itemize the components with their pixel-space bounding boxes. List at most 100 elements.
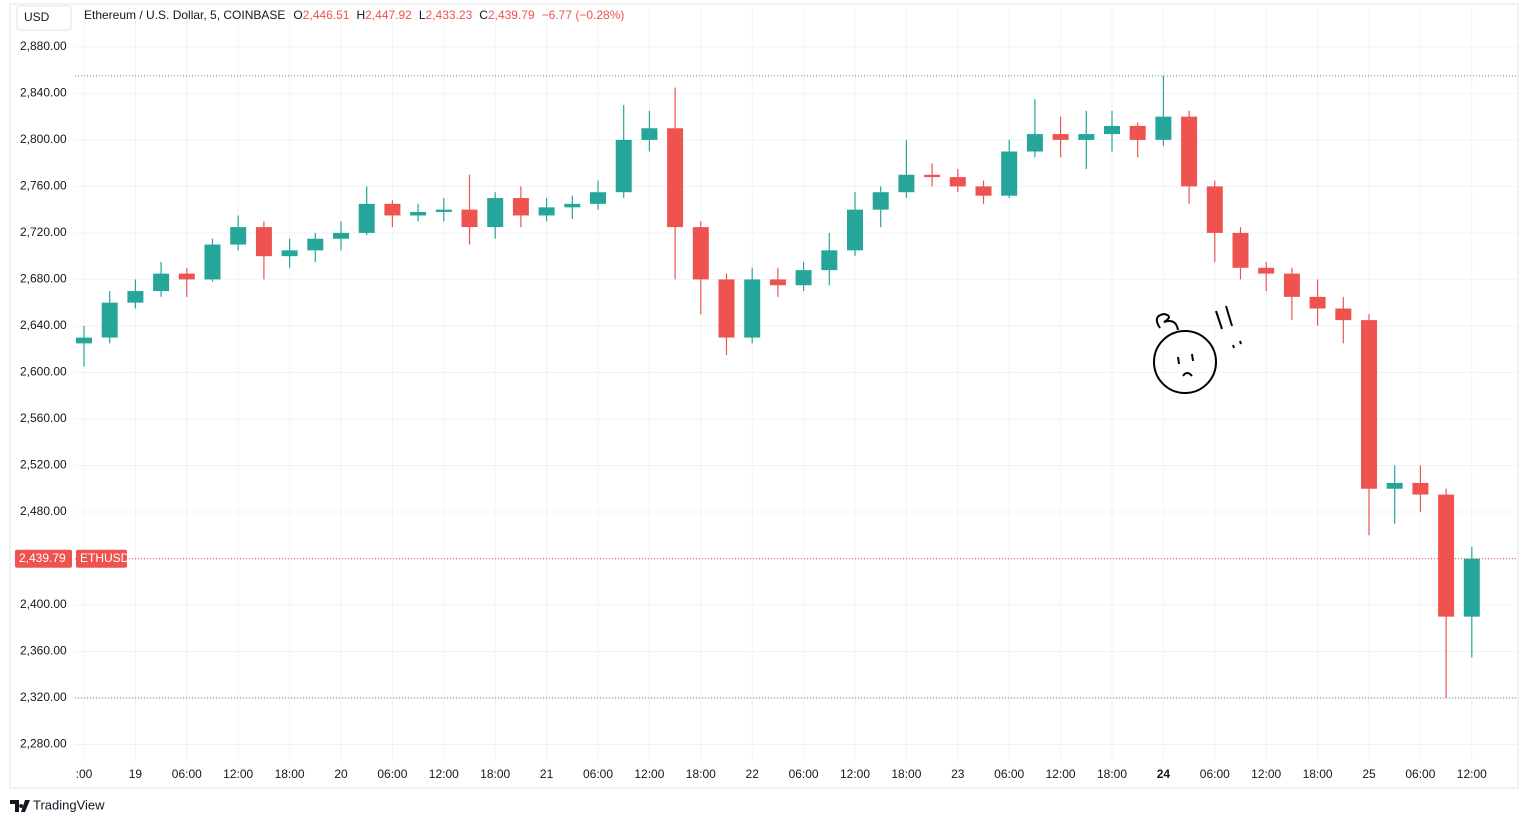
x-tick-label: 18:00 bbox=[1097, 767, 1127, 781]
x-tick-label: 18:00 bbox=[480, 767, 510, 781]
candle-body bbox=[692, 227, 709, 280]
candle-body bbox=[615, 139, 632, 193]
x-tick-label: 12:00 bbox=[840, 767, 870, 781]
doodle bbox=[1153, 305, 1242, 394]
y-tick-label: 2,680.00 bbox=[20, 272, 67, 286]
candle-body bbox=[204, 244, 221, 280]
candle-body bbox=[1463, 558, 1480, 617]
symbol-title: Ethereum / U.S. Dollar, 5, COINBASE bbox=[84, 8, 285, 22]
candle-body bbox=[821, 250, 838, 271]
candle-body bbox=[255, 227, 272, 257]
candle-body bbox=[538, 207, 555, 216]
x-tick-label: 12:00 bbox=[429, 767, 459, 781]
price-badge bbox=[15, 549, 72, 568]
x-tick-label: 18:00 bbox=[686, 767, 716, 781]
candle-body bbox=[769, 279, 786, 286]
x-tick-label: 25 bbox=[1362, 767, 1376, 781]
x-tick-label: 18:00 bbox=[1303, 767, 1333, 781]
y-tick-label: 2,280.00 bbox=[20, 737, 67, 751]
currency[interactable]: USD bbox=[24, 10, 50, 24]
candle-body bbox=[333, 232, 349, 239]
x-tick-label: 12:00 bbox=[634, 767, 664, 781]
y-tick-label: 2,840.00 bbox=[20, 86, 67, 100]
candle-body bbox=[641, 128, 658, 140]
candle-body bbox=[1104, 125, 1120, 135]
candle-body bbox=[1309, 296, 1326, 309]
symbol-badge bbox=[76, 549, 127, 568]
y-tick-label: 2,720.00 bbox=[20, 225, 67, 239]
y-tick-label: 2,800.00 bbox=[20, 132, 67, 146]
x-tick-label: 12:00 bbox=[223, 767, 253, 781]
candle-body bbox=[847, 209, 863, 251]
candle-body bbox=[153, 273, 170, 292]
plot bbox=[75, 75, 1518, 699]
x-tick-label: 12:00 bbox=[1457, 767, 1487, 781]
candle-body bbox=[1206, 186, 1223, 233]
candle-body bbox=[358, 203, 375, 233]
candle-body bbox=[127, 291, 144, 303]
symbol-label: ETHUSD bbox=[80, 551, 130, 565]
x-tick-label: 06:00 bbox=[172, 767, 202, 781]
candle-body bbox=[410, 211, 427, 216]
legend-value: 2,446.51 bbox=[303, 8, 350, 22]
y-tick-label: 2,880.00 bbox=[20, 39, 67, 53]
candle-body bbox=[1335, 308, 1352, 321]
candle-body bbox=[1001, 151, 1018, 196]
candle-body bbox=[1232, 232, 1249, 268]
candle-body bbox=[230, 227, 247, 245]
y-tick-label: 2,480.00 bbox=[20, 504, 67, 518]
legend-value: 2,439.79 bbox=[488, 8, 535, 22]
candle-body bbox=[461, 209, 478, 228]
last-price-label: 2,439.79 bbox=[19, 551, 66, 565]
candle-body bbox=[1181, 116, 1198, 187]
candle-body bbox=[281, 250, 298, 257]
legend-key: O bbox=[293, 8, 302, 22]
candle-body bbox=[1258, 267, 1275, 274]
y-tick-label: 2,360.00 bbox=[20, 644, 67, 658]
candle-body bbox=[898, 174, 915, 193]
candle-body bbox=[1052, 134, 1069, 140]
currency-button[interactable] bbox=[16, 5, 72, 31]
y-tick-label: 2,560.00 bbox=[20, 411, 67, 425]
candle-body bbox=[1283, 273, 1300, 297]
x-tick-label: 18:00 bbox=[891, 767, 921, 781]
candle-body bbox=[1155, 116, 1172, 140]
legend-value: 2,447.92 bbox=[365, 8, 412, 22]
candle-body bbox=[718, 279, 735, 338]
x-tick-label: 06:00 bbox=[789, 767, 819, 781]
y-tick-label: 2,400.00 bbox=[20, 597, 67, 611]
y-tick-label: 2,600.00 bbox=[20, 365, 67, 379]
x-tick-label: 21 bbox=[540, 767, 554, 781]
change: −6.77 (−0.28%) bbox=[542, 8, 625, 22]
candle-body bbox=[1438, 494, 1455, 617]
x-tick-label: 20 bbox=[334, 767, 348, 781]
x-tick-label: 12:00 bbox=[1251, 767, 1281, 781]
watermark: TradingView bbox=[10, 797, 105, 812]
candle-body bbox=[1129, 125, 1146, 140]
candle-body bbox=[76, 337, 92, 344]
x-tick-label: 06:00 bbox=[994, 767, 1024, 781]
grid bbox=[75, 5, 1518, 762]
candle-body bbox=[1412, 482, 1429, 495]
x-tick-label: 18:00 bbox=[275, 767, 305, 781]
x-tick-label: 06:00 bbox=[583, 767, 613, 781]
candle-body bbox=[384, 203, 401, 216]
chart-frame bbox=[9, 3, 1519, 789]
x-tick-label: :00 bbox=[76, 767, 93, 781]
candle-body bbox=[1361, 320, 1377, 489]
candle-body bbox=[487, 198, 504, 228]
candle-body bbox=[564, 203, 581, 208]
candle-body bbox=[101, 302, 118, 338]
x-tick-label: 24 bbox=[1157, 767, 1171, 781]
candle-body bbox=[512, 198, 529, 216]
candle-body bbox=[924, 174, 941, 178]
x-tick-label: 22 bbox=[746, 767, 760, 781]
candle-body bbox=[667, 128, 684, 228]
y-tick-label: 2,640.00 bbox=[20, 318, 67, 332]
labels: 2,280.002,320.002,360.002,400.002,440.00… bbox=[15, 39, 1487, 781]
candle-body bbox=[949, 177, 966, 187]
legend-key: L bbox=[419, 8, 426, 22]
candle-body bbox=[1026, 134, 1043, 152]
y-tick-label: 2,760.00 bbox=[20, 179, 67, 193]
